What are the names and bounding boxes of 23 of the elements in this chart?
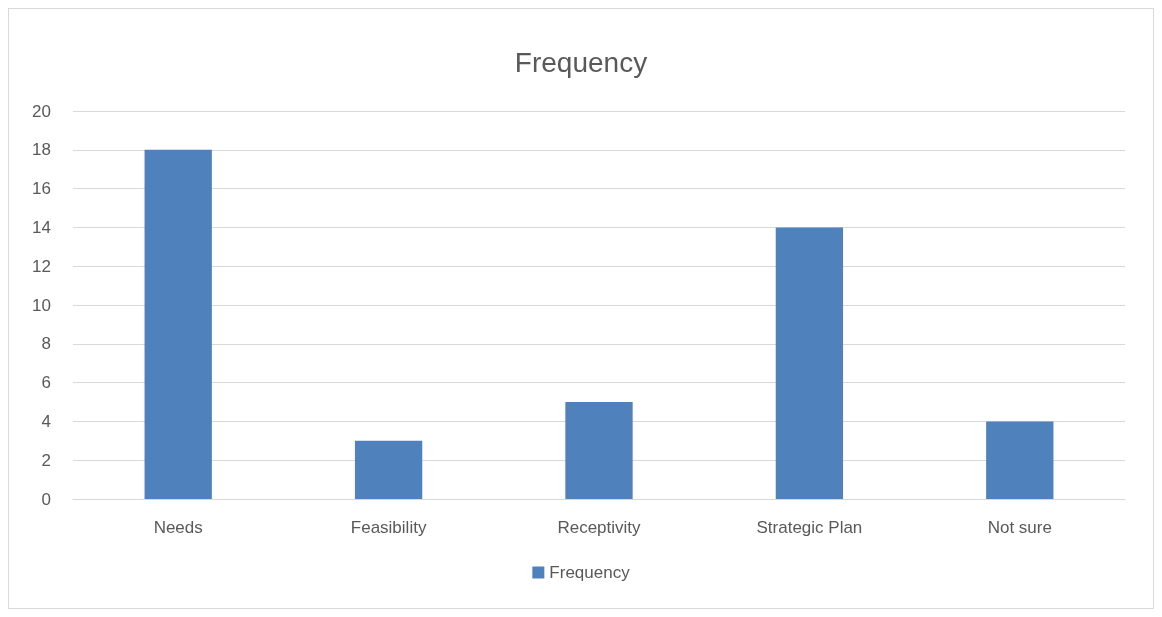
- x-tick-label: Not sure: [987, 518, 1052, 537]
- y-tick-label: 4: [41, 411, 51, 431]
- y-tick-label: 10: [32, 295, 51, 315]
- x-tick-label: Strategic Plan: [756, 518, 863, 537]
- bar: [775, 227, 844, 499]
- y-tick-label: 20: [32, 101, 51, 121]
- x-tick-label: Needs: [153, 518, 203, 537]
- legend-label: Frequency: [549, 563, 631, 582]
- x-tick-label: Feasibility: [350, 518, 427, 537]
- chart-title: Frequency: [514, 46, 648, 78]
- y-tick-label: 8: [41, 334, 51, 354]
- y-tick-label: 12: [32, 256, 51, 276]
- bar: [565, 402, 633, 499]
- y-tick-label: 0: [41, 489, 51, 509]
- y-tick-label: 6: [41, 373, 51, 393]
- bar: [144, 149, 212, 499]
- bar: [354, 440, 423, 499]
- y-tick-label: 14: [32, 217, 51, 237]
- x-tick-label: Receptivity: [557, 518, 642, 537]
- bar: [986, 421, 1054, 499]
- y-tick-label: 18: [32, 140, 51, 160]
- y-tick-label: 16: [32, 179, 51, 199]
- y-tick-label: 2: [41, 450, 51, 470]
